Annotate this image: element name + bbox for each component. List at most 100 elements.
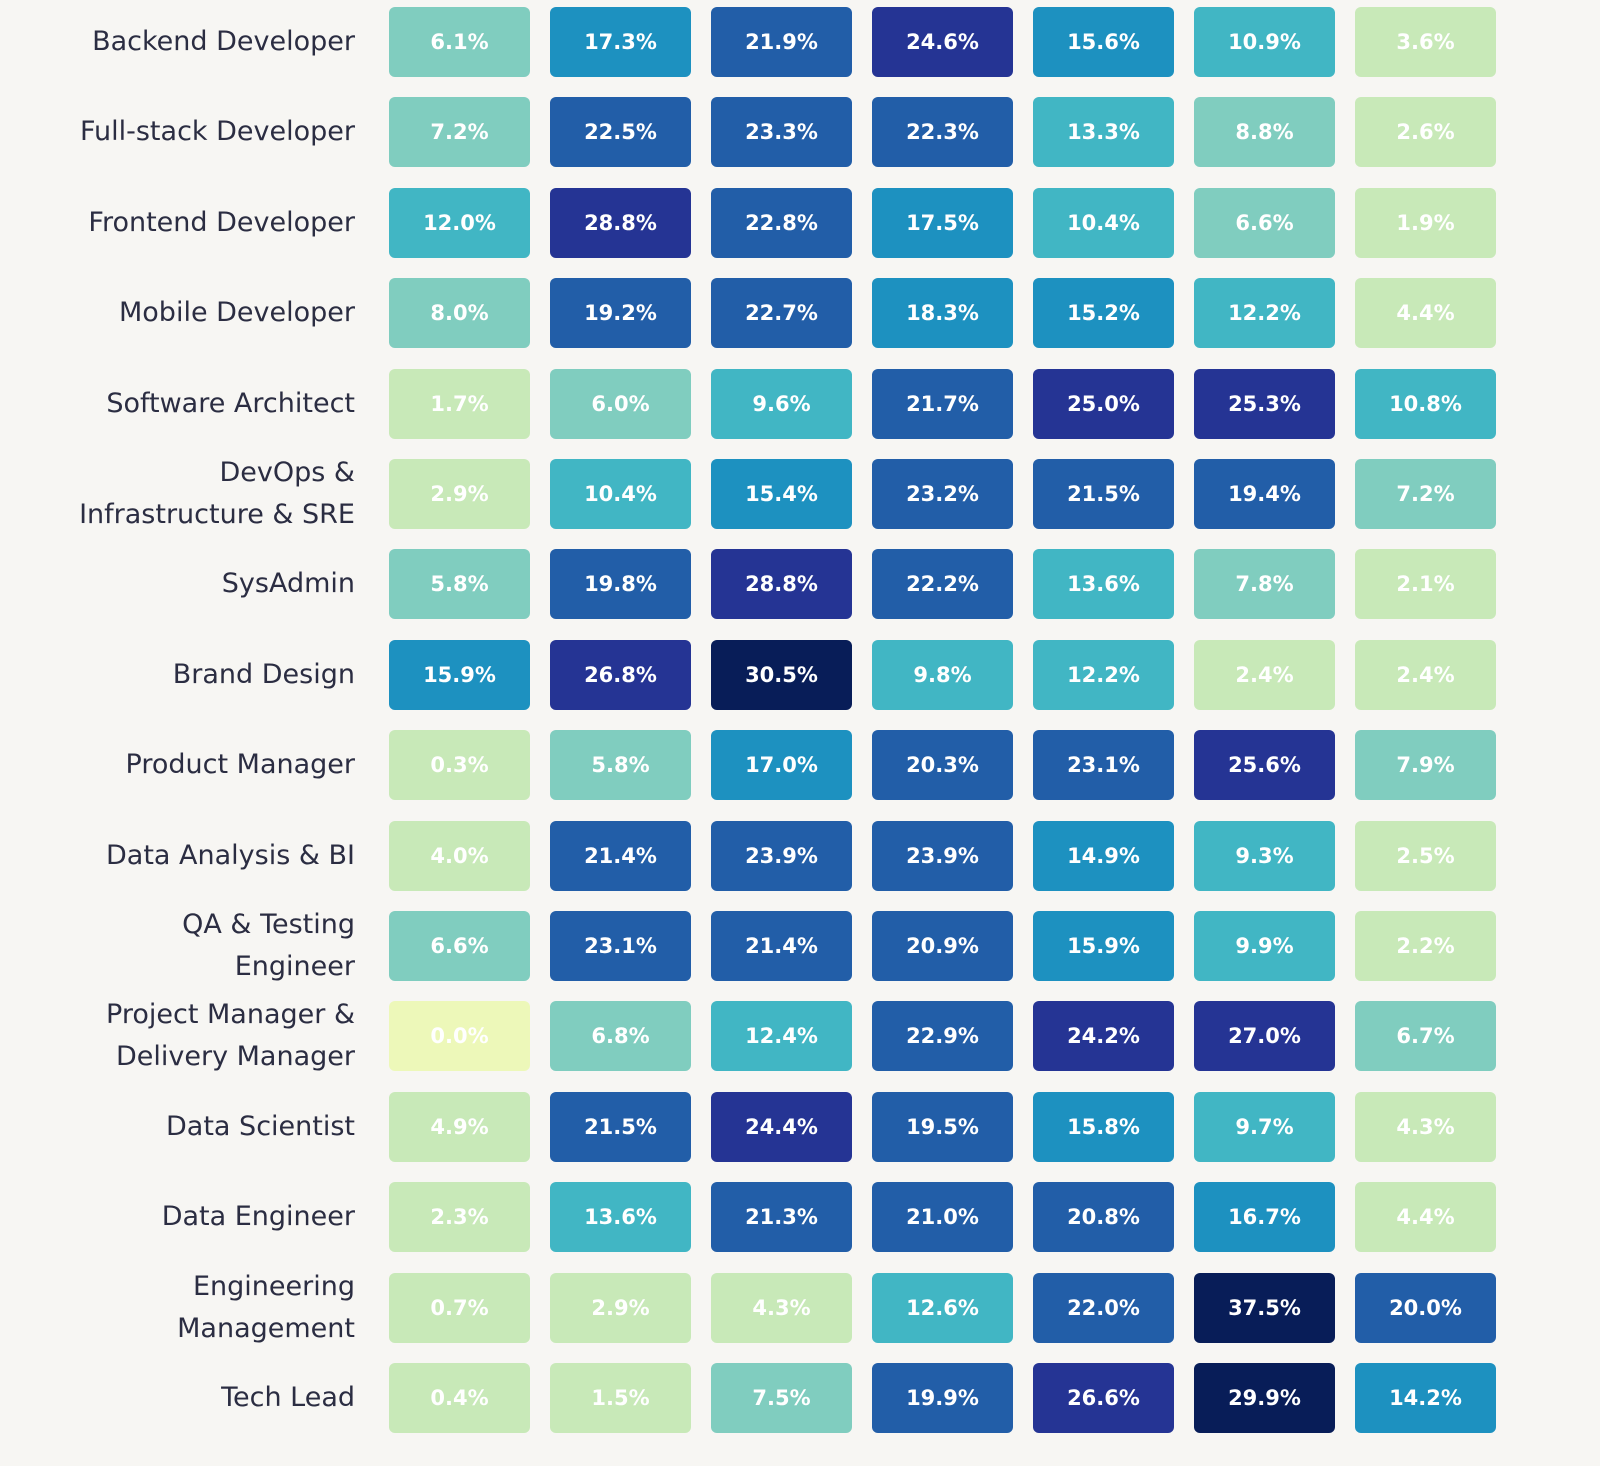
- heatmap-cell: 4.4%: [1355, 278, 1496, 349]
- heatmap-cell: 19.8%: [550, 549, 691, 620]
- heatmap-cell: 22.3%: [872, 97, 1013, 168]
- heatmap-cell: 15.8%: [1033, 1091, 1174, 1162]
- heatmap-cell: 21.4%: [711, 911, 852, 981]
- heatmap-cell: 23.1%: [1033, 730, 1174, 801]
- row-label: Brand Design: [172, 658, 355, 690]
- heatmap-cell: 20.3%: [872, 730, 1013, 801]
- row-label: DevOps & Infrastructure & SRE: [79, 457, 355, 530]
- heatmap-cell: 25.0%: [1033, 368, 1174, 439]
- heatmap-cell: 19.9%: [872, 1363, 1013, 1433]
- heatmap-cell: 12.2%: [1194, 278, 1335, 349]
- heatmap-cell: 5.8%: [550, 730, 691, 801]
- heatmap-cell: 10.8%: [1355, 368, 1496, 439]
- row-label: Data Analysis & BI: [106, 839, 355, 871]
- heatmap-cell: 30.5%: [711, 639, 852, 710]
- heatmap-cell: 3.6%: [1355, 7, 1496, 77]
- heatmap-cell: 6.6%: [389, 911, 530, 981]
- row-label: SysAdmin: [221, 568, 355, 600]
- heatmap-cell: 4.3%: [711, 1272, 852, 1343]
- heatmap-cell: 21.9%: [711, 7, 852, 77]
- row-label: Software Architect: [106, 387, 355, 419]
- heatmap-cell: 37.5%: [1194, 1272, 1335, 1343]
- heatmap-cell: 9.6%: [711, 368, 852, 439]
- heatmap-cell: 20.8%: [1033, 1182, 1174, 1253]
- heatmap-cell: 9.7%: [1194, 1091, 1335, 1162]
- heatmap-cell: 17.0%: [711, 730, 852, 801]
- heatmap-cell: 21.0%: [872, 1182, 1013, 1253]
- heatmap-cell: 21.4%: [550, 820, 691, 891]
- heatmap-cell: 2.9%: [550, 1272, 691, 1343]
- heatmap-cell: 28.8%: [711, 549, 852, 620]
- heatmap-cell: 2.5%: [1355, 820, 1496, 891]
- row-label: Backend Developer: [92, 26, 355, 57]
- heatmap-cell: 18.3%: [872, 278, 1013, 349]
- heatmap-cell: 2.6%: [1355, 97, 1496, 168]
- heatmap-cell: 29.9%: [1194, 1363, 1335, 1433]
- heatmap-cell: 22.9%: [872, 1001, 1013, 1072]
- heatmap-cell: 22.7%: [711, 278, 852, 349]
- heatmap-cell: 2.3%: [389, 1182, 530, 1253]
- heatmap-cell: 24.4%: [711, 1091, 852, 1162]
- heatmap-cell: 15.9%: [1033, 911, 1174, 981]
- row-label: Data Engineer: [161, 1201, 355, 1233]
- heatmap-cell: 17.5%: [872, 187, 1013, 258]
- heatmap-cell: 2.2%: [1355, 911, 1496, 981]
- heatmap-cell: 21.3%: [711, 1182, 852, 1253]
- heatmap-cell: 15.9%: [389, 639, 530, 710]
- heatmap-cell: 23.2%: [872, 459, 1013, 529]
- heatmap-cell: 21.5%: [1033, 459, 1174, 529]
- heatmap-cell: 22.2%: [872, 549, 1013, 620]
- heatmap-cell: 12.0%: [389, 187, 530, 258]
- heatmap-cell: 23.1%: [550, 911, 691, 981]
- heatmap-cell: 28.8%: [550, 187, 691, 258]
- heatmap-cell: 23.3%: [711, 97, 852, 168]
- heatmap-cell: 7.8%: [1194, 549, 1335, 620]
- heatmap-cell: 17.3%: [550, 7, 691, 77]
- heatmap-cell: 24.6%: [872, 7, 1013, 77]
- heatmap-cell: 20.0%: [1355, 1272, 1496, 1343]
- heatmap-cell: 1.5%: [550, 1363, 691, 1433]
- heatmap-cell: 6.0%: [550, 368, 691, 439]
- heatmap-cell: 2.9%: [389, 459, 530, 529]
- heatmap-cell: 26.8%: [550, 639, 691, 710]
- heatmap-cell: 15.6%: [1033, 7, 1174, 77]
- heatmap-cell: 19.2%: [550, 278, 691, 349]
- heatmap-cell: 0.0%: [389, 1001, 530, 1072]
- heatmap-cell: 12.2%: [1033, 639, 1174, 710]
- heatmap-cell: 9.3%: [1194, 820, 1335, 891]
- heatmap-cell: 21.5%: [550, 1091, 691, 1162]
- heatmap-cell: 4.0%: [389, 820, 530, 891]
- heatmap-cell: 22.5%: [550, 97, 691, 168]
- heatmap-cell: 24.2%: [1033, 1001, 1174, 1072]
- row-label: Project Manager & Delivery Manager: [106, 999, 355, 1073]
- heatmap-cell: 2.4%: [1355, 639, 1496, 710]
- heatmap-cell: 25.6%: [1194, 730, 1335, 801]
- heatmap-cell: 13.6%: [550, 1182, 691, 1253]
- heatmap-cell: 12.4%: [711, 1001, 852, 1072]
- heatmap-cell: 23.9%: [711, 820, 852, 891]
- heatmap-cell: 20.9%: [872, 911, 1013, 981]
- heatmap-cell: 14.2%: [1355, 1363, 1496, 1433]
- heatmap-cell: 0.4%: [389, 1363, 530, 1433]
- heatmap-cell: 7.2%: [389, 97, 530, 168]
- heatmap-cell: 13.6%: [1033, 549, 1174, 620]
- heatmap-cell: 15.4%: [711, 459, 852, 529]
- row-label: Product Manager: [125, 749, 355, 781]
- heatmap-cell: 10.9%: [1194, 7, 1335, 77]
- heatmap-cell: 7.2%: [1355, 459, 1496, 529]
- heatmap-cell: 15.2%: [1033, 278, 1174, 349]
- heatmap-cell: 10.4%: [550, 459, 691, 529]
- heatmap-cell: 7.9%: [1355, 730, 1496, 801]
- heatmap-cell: 12.6%: [872, 1272, 1013, 1343]
- row-label: Full-stack Developer: [79, 116, 355, 148]
- heatmap-cell: 4.9%: [389, 1091, 530, 1162]
- row-label: Tech Lead: [221, 1382, 355, 1413]
- heatmap-cell: 1.7%: [389, 368, 530, 439]
- row-label: Data Scientist: [166, 1110, 355, 1142]
- heatmap-cell: 27.0%: [1194, 1001, 1335, 1072]
- heatmap-cell: 26.6%: [1033, 1363, 1174, 1433]
- row-label: Mobile Developer: [118, 297, 355, 329]
- heatmap-cell: 2.4%: [1194, 639, 1335, 710]
- heatmap-cell: 22.8%: [711, 187, 852, 258]
